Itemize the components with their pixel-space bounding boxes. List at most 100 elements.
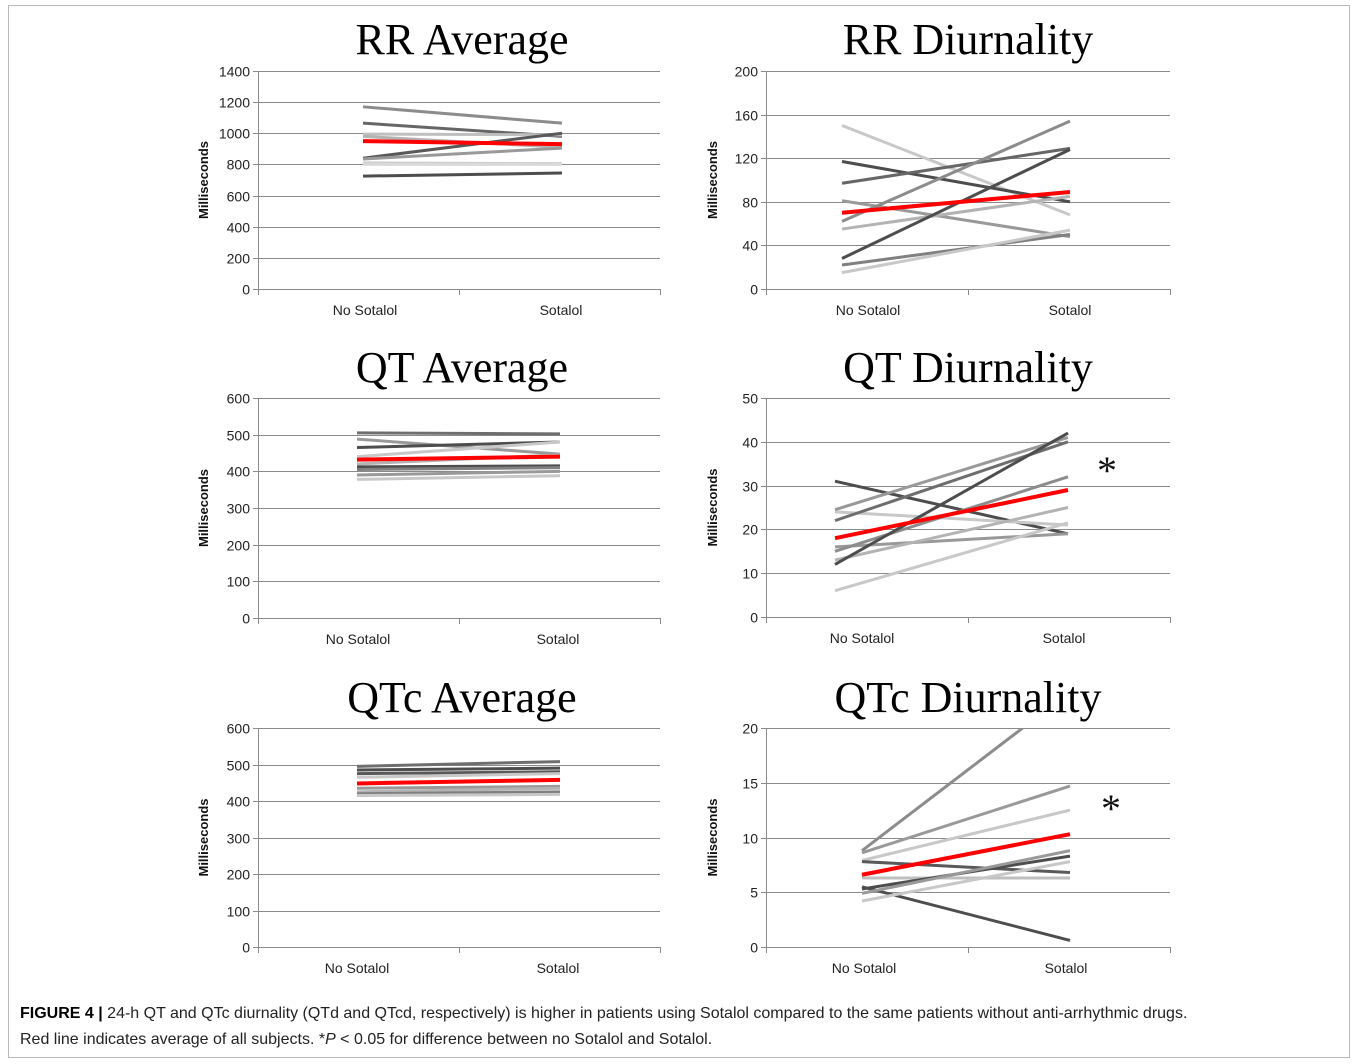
series-line bbox=[356, 770, 561, 776]
y-axis-title: Milliseconds bbox=[196, 798, 211, 876]
y-tick-label: 1000 bbox=[219, 126, 250, 142]
series-line bbox=[362, 105, 563, 125]
series-line bbox=[362, 131, 563, 160]
y-tick-label: 200 bbox=[735, 64, 759, 80]
y-tick-label: 40 bbox=[742, 435, 758, 451]
y-tick-label: 120 bbox=[735, 151, 759, 167]
y-tick-label: 600 bbox=[227, 189, 251, 205]
y-tick-label: 500 bbox=[227, 428, 251, 444]
x-category-label: Sotalol bbox=[537, 960, 580, 976]
series-line bbox=[356, 474, 561, 481]
y-tick-label: 80 bbox=[742, 195, 758, 211]
y-tick-label: 20 bbox=[742, 522, 758, 538]
y-tick-label: 1200 bbox=[219, 95, 250, 111]
series-line bbox=[834, 435, 1069, 512]
y-tick-label: 300 bbox=[227, 501, 251, 517]
series-line bbox=[834, 506, 1069, 562]
y-axis-title: Milliseconds bbox=[196, 141, 211, 219]
caption-italic-p: P bbox=[325, 1031, 336, 1048]
y-tick-label: 0 bbox=[242, 282, 250, 298]
chart-panel: QT Diurnality 0 10 20 30 40 50 No Sotalol Sotalo… bbox=[705, 343, 1171, 646]
series-line bbox=[362, 132, 563, 137]
chart-panel: QTc Average 0 100 200 300 400 500 600 No Sotalol… bbox=[196, 673, 661, 976]
series-line bbox=[861, 860, 1071, 903]
caption-label: FIGURE 4 | bbox=[20, 1005, 103, 1022]
caption-line-2: Red line indicates average of all subjec… bbox=[20, 1027, 1340, 1053]
caption-line-1: FIGURE 4 | 24-h QT and QTc diurnality (Q… bbox=[20, 1001, 1340, 1027]
average-line bbox=[841, 189, 1071, 215]
series-line bbox=[362, 146, 563, 161]
average-line bbox=[356, 777, 561, 786]
y-tick-label: 600 bbox=[227, 391, 251, 407]
series-line bbox=[861, 860, 1071, 875]
series-line bbox=[841, 233, 1071, 267]
series-line bbox=[834, 532, 1069, 549]
chart-title: QT Diurnality bbox=[843, 343, 1093, 392]
series-line bbox=[861, 808, 1071, 862]
y-tick-label: 5 bbox=[750, 885, 758, 901]
y-tick-label: 0 bbox=[242, 611, 250, 627]
y-tick-label: 1400 bbox=[219, 64, 250, 80]
series-line bbox=[356, 464, 561, 469]
chart-title: RR Diurnality bbox=[843, 15, 1094, 64]
series-line bbox=[362, 171, 563, 178]
series-group bbox=[834, 431, 1069, 593]
caption-text: < 0.05 for difference between no Sotalol… bbox=[335, 1031, 713, 1048]
x-category-label: Sotalol bbox=[537, 631, 580, 647]
chart-panel: QTc Diurnality 0 5 10 15 20 No Sotalol Sotalol M… bbox=[705, 673, 1171, 976]
figure-frame bbox=[8, 5, 1350, 1058]
y-tick-label: 50 bbox=[742, 391, 758, 407]
y-tick-label: 0 bbox=[750, 940, 758, 956]
series-line bbox=[841, 146, 1071, 185]
significance-asterisk: * bbox=[1097, 448, 1117, 493]
series-group bbox=[841, 119, 1071, 275]
y-tick-label: 200 bbox=[227, 867, 251, 883]
x-category-label: No Sotalol bbox=[333, 302, 398, 318]
series-line bbox=[834, 431, 1069, 566]
y-tick-label: 10 bbox=[742, 566, 758, 582]
series-line bbox=[356, 469, 561, 477]
significance-asterisk: * bbox=[1101, 786, 1121, 831]
y-tick-label: 400 bbox=[227, 794, 251, 810]
y-tick-label: 800 bbox=[227, 157, 251, 173]
series-line bbox=[356, 760, 561, 768]
caption-text: Red line indicates average of all subjec… bbox=[20, 1031, 326, 1048]
series-line bbox=[356, 790, 561, 796]
chart-title: QT Average bbox=[356, 343, 568, 392]
y-axis-title: Milliseconds bbox=[705, 141, 720, 219]
x-category-label: No Sotalol bbox=[326, 631, 391, 647]
figure-caption: FIGURE 4 | 24-h QT and QTc diurnality (Q… bbox=[20, 1001, 1340, 1053]
series-line bbox=[861, 784, 1071, 855]
x-category-label: Sotalol bbox=[540, 302, 583, 318]
chart-title: QTc Average bbox=[347, 673, 576, 722]
series-line bbox=[834, 479, 1069, 536]
series-line bbox=[841, 194, 1071, 231]
average-line bbox=[861, 832, 1071, 877]
series-group bbox=[356, 760, 561, 798]
series-line bbox=[356, 792, 561, 798]
y-tick-label: 20 bbox=[742, 721, 758, 737]
y-tick-label: 15 bbox=[742, 776, 758, 792]
average-line bbox=[362, 139, 563, 147]
chart-panel: RR Average 0 200 400 600 800 1000 1200 1400 No So… bbox=[196, 15, 661, 318]
y-tick-label: 160 bbox=[735, 108, 759, 124]
series-group bbox=[356, 431, 561, 481]
average-line bbox=[834, 488, 1069, 541]
series-line bbox=[356, 772, 561, 779]
y-tick-label: 30 bbox=[742, 479, 758, 495]
y-tick-label: 300 bbox=[227, 831, 251, 847]
series-group bbox=[861, 728, 1071, 942]
y-tick-label: 100 bbox=[227, 574, 251, 590]
y-tick-label: 100 bbox=[227, 904, 251, 920]
chart-title: RR Average bbox=[355, 15, 568, 64]
y-tick-label: 10 bbox=[742, 831, 758, 847]
y-tick-label: 0 bbox=[750, 610, 758, 626]
chart-panel: QT Average 0 100 200 300 400 500 600 No Sotalol S… bbox=[196, 343, 661, 647]
series-line bbox=[841, 228, 1071, 275]
series-line bbox=[356, 766, 561, 772]
series-line bbox=[861, 728, 1026, 852]
series-line bbox=[356, 431, 561, 436]
y-tick-label: 200 bbox=[227, 251, 251, 267]
series-line bbox=[356, 784, 561, 790]
series-line bbox=[861, 849, 1071, 895]
